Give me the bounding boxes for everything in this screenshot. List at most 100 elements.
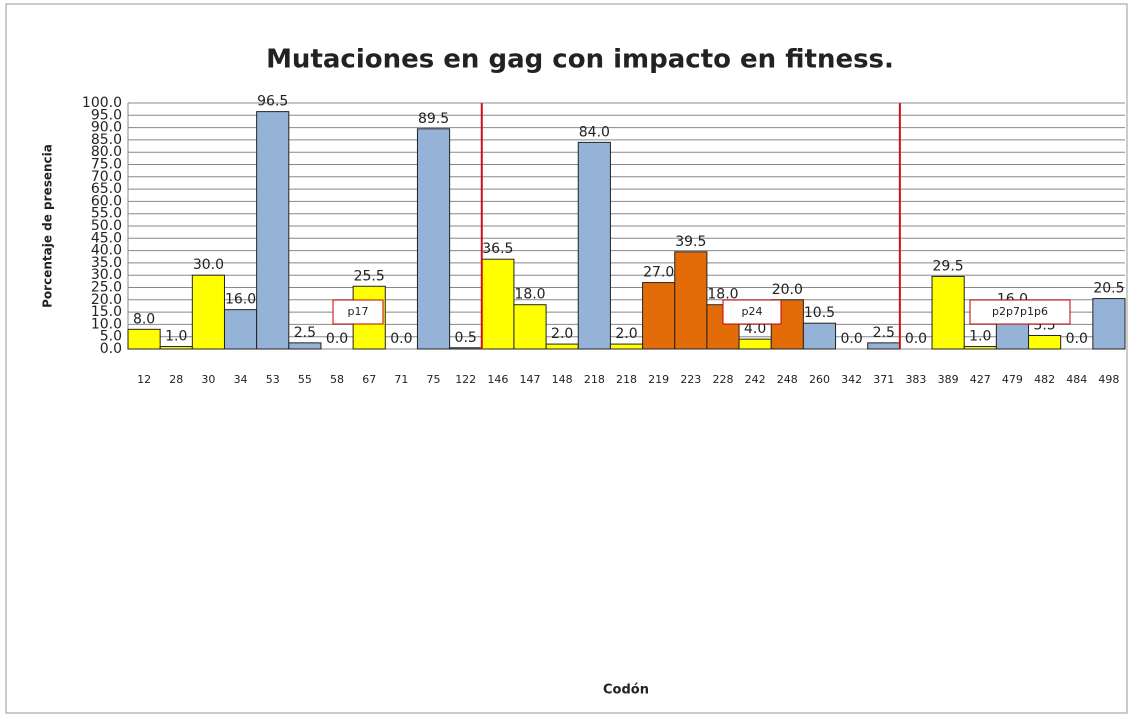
y-tick-label: 10.0 xyxy=(91,316,122,332)
y-tick-label: 85.0 xyxy=(91,132,122,148)
bar xyxy=(931,275,965,350)
value-label: 84.0 xyxy=(579,124,610,140)
x-tick-label: 148 xyxy=(552,373,573,386)
x-axis-label: Codón xyxy=(603,683,649,698)
value-label: 0.5 xyxy=(455,330,477,346)
bar xyxy=(802,322,837,350)
y-tick-label: 25.0 xyxy=(91,280,122,296)
bar xyxy=(288,342,322,350)
bar xyxy=(159,346,193,350)
bar xyxy=(223,309,258,350)
value-label: 10.5 xyxy=(804,305,835,321)
value-label: 20.5 xyxy=(1093,281,1124,297)
x-tick-label: 383 xyxy=(905,373,926,386)
value-label: 25.5 xyxy=(354,268,385,284)
x-tick-label: 479 xyxy=(1002,373,1023,386)
annotation-box xyxy=(332,299,384,325)
value-label: 2.0 xyxy=(615,326,637,342)
x-tick-label: 58 xyxy=(330,373,344,386)
frame xyxy=(5,3,1128,714)
y-tick-label: 70.0 xyxy=(91,169,122,185)
y-tick-label: 45.0 xyxy=(91,230,122,246)
value-label: 0.0 xyxy=(1066,331,1088,347)
x-tick-label: 498 xyxy=(1098,373,1119,386)
value-label: 2.0 xyxy=(551,326,573,342)
y-tick-label: 75.0 xyxy=(91,157,122,173)
value-label: 96.5 xyxy=(257,94,288,110)
x-tick-label: 12 xyxy=(137,373,151,386)
x-tick-label: 219 xyxy=(648,373,669,386)
value-label: 18.0 xyxy=(514,287,545,303)
y-tick-label: 15.0 xyxy=(91,304,122,320)
bar xyxy=(449,347,483,350)
x-tick-label: 122 xyxy=(455,373,476,386)
x-tick-label: 342 xyxy=(841,373,862,386)
value-label: 18.0 xyxy=(707,287,738,303)
value-label: 30.0 xyxy=(193,257,224,273)
value-label: 36.5 xyxy=(482,241,513,257)
x-tick-label: 30 xyxy=(201,373,215,386)
y-tick-label: 60.0 xyxy=(91,193,122,209)
y-tick-label: 90.0 xyxy=(91,120,122,136)
x-tick-label: 427 xyxy=(970,373,991,386)
y-tick-label: 5.0 xyxy=(100,329,122,345)
y-tick-label: 65.0 xyxy=(91,181,122,197)
x-tick-label: 67 xyxy=(362,373,376,386)
bar xyxy=(481,258,515,350)
value-label: 4.0 xyxy=(744,321,766,337)
annotation-box xyxy=(722,299,782,325)
x-tick-label: 218 xyxy=(616,373,637,386)
x-tick-label: 146 xyxy=(487,373,508,386)
x-tick-label: 482 xyxy=(1034,373,1055,386)
x-tick-label: 248 xyxy=(777,373,798,386)
x-tick-label: 223 xyxy=(680,373,701,386)
y-tick-label: 35.0 xyxy=(91,255,122,271)
x-tick-label: 53 xyxy=(266,373,280,386)
annotation-box xyxy=(969,299,1071,325)
y-tick-label: 95.0 xyxy=(91,107,122,123)
bar xyxy=(963,346,997,350)
bar xyxy=(191,274,225,350)
bar xyxy=(416,128,451,350)
bar xyxy=(642,282,676,350)
value-label: 0.0 xyxy=(390,331,412,347)
value-label: 1.0 xyxy=(969,329,991,345)
bar xyxy=(609,343,644,350)
x-tick-label: 371 xyxy=(873,373,894,386)
bar xyxy=(1092,298,1126,350)
bar xyxy=(577,141,611,350)
value-label: 27.0 xyxy=(643,265,674,281)
x-tick-label: 71 xyxy=(394,373,408,386)
bar xyxy=(867,342,901,350)
value-label: 16.0 xyxy=(225,292,256,308)
y-axis-label: Porcentaje de presencia xyxy=(41,144,55,308)
x-tick-label: 389 xyxy=(938,373,959,386)
y-tick-label: 30.0 xyxy=(91,267,122,283)
x-tick-label: 34 xyxy=(234,373,248,386)
value-label: 8.0 xyxy=(133,311,155,327)
value-label: 1.0 xyxy=(165,329,187,345)
value-label: 89.5 xyxy=(418,111,449,127)
x-tick-label: 28 xyxy=(169,373,183,386)
bar xyxy=(127,328,161,350)
y-tick-label: 0.0 xyxy=(100,341,122,357)
bar xyxy=(256,111,290,350)
annotation: p2p7p1p6 xyxy=(992,305,1048,318)
value-label: 0.0 xyxy=(326,331,348,347)
value-label: 39.5 xyxy=(675,234,706,250)
value-label: 0.0 xyxy=(905,331,927,347)
x-tick-label: 218 xyxy=(584,373,605,386)
bar xyxy=(513,304,547,350)
value-label: 20.0 xyxy=(772,282,803,298)
bar xyxy=(738,338,772,350)
x-tick-label: 55 xyxy=(298,373,312,386)
x-tick-label: 147 xyxy=(520,373,541,386)
value-label: 0.0 xyxy=(840,331,862,347)
annotation: p24 xyxy=(742,305,763,318)
value-label: 2.5 xyxy=(294,325,316,341)
x-tick-label: 484 xyxy=(1066,373,1087,386)
y-tick-label: 50.0 xyxy=(91,218,122,234)
value-label: 29.5 xyxy=(933,258,964,274)
x-tick-label: 228 xyxy=(712,373,733,386)
